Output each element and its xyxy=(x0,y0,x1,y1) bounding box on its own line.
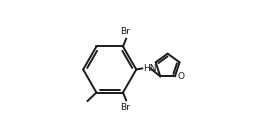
Text: HN: HN xyxy=(143,64,157,73)
Text: O: O xyxy=(177,72,184,81)
Text: Br: Br xyxy=(120,103,130,112)
Text: Br: Br xyxy=(120,27,130,36)
